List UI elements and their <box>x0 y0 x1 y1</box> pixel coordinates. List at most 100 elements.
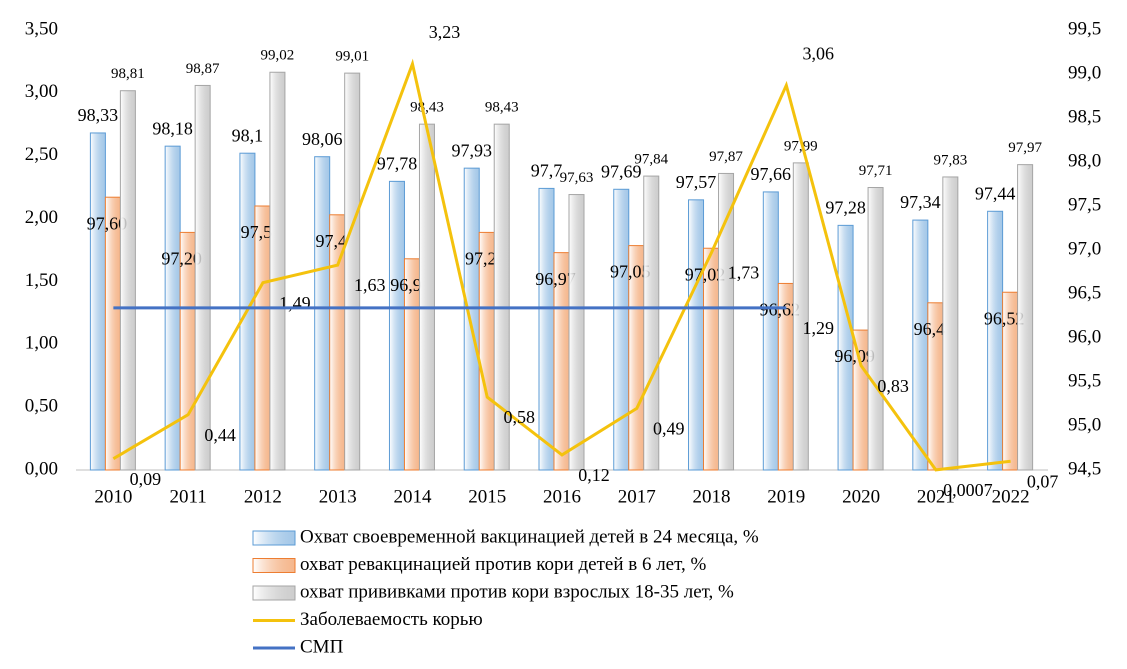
x-tick-label: 2022 <box>992 486 1030 507</box>
data-label: 96,09 <box>834 346 875 366</box>
y2-tick-label: 98,0 <box>1068 150 1101 171</box>
line-label: 1,29 <box>803 318 835 338</box>
y2-tick-label: 97,0 <box>1068 238 1101 259</box>
line-label: 3,23 <box>429 22 461 42</box>
data-label: 97,93 <box>451 140 492 160</box>
data-label: 97,71 <box>859 163 893 179</box>
data-label: 96,52 <box>984 308 1025 328</box>
data-label: 97,97 <box>1008 140 1042 156</box>
bar <box>568 194 585 471</box>
data-label: 97,78 <box>377 153 418 173</box>
bar <box>718 172 735 471</box>
line-label: 0,58 <box>503 407 535 427</box>
bar <box>688 199 705 471</box>
bar <box>314 156 331 471</box>
x-tick-label: 2020 <box>842 486 880 507</box>
data-label: 98,43 <box>485 100 519 116</box>
x-tick-label: 2018 <box>693 486 731 507</box>
line-label: 0,83 <box>877 376 909 396</box>
legend-label: охват ревакцинацией против кори детей в … <box>300 554 706 575</box>
data-label: 97,34 <box>900 192 941 212</box>
y2-tick-label: 98,5 <box>1068 106 1101 127</box>
data-label: 99,01 <box>335 49 369 65</box>
bar <box>1017 164 1034 471</box>
line-label: 1,73 <box>728 263 760 283</box>
legend-swatch <box>252 585 296 601</box>
line-label: 1,63 <box>354 275 386 295</box>
line-label: 0,49 <box>653 419 685 439</box>
data-label: 97,05 <box>610 262 651 282</box>
data-label: 98,33 <box>78 105 119 125</box>
data-label: 97,99 <box>784 138 818 154</box>
y2-tick-label: 97,5 <box>1068 194 1101 215</box>
line-label: 0,0007 <box>943 480 993 500</box>
x-tick-label: 2017 <box>618 486 656 507</box>
bar <box>269 71 286 471</box>
data-label: 98,87 <box>186 61 220 77</box>
data-label: 96,4 <box>914 319 946 339</box>
data-label: 97,44 <box>975 183 1016 203</box>
y-tick-label: 0,00 <box>25 458 58 479</box>
data-label: 97,4 <box>315 231 347 251</box>
bar <box>493 123 510 471</box>
data-label: 98,1 <box>232 125 264 145</box>
data-label: 97,57 <box>676 172 717 192</box>
data-label: 97,7 <box>531 161 563 181</box>
line-label: 3,06 <box>803 43 835 63</box>
y2-tick-label: 96,0 <box>1068 326 1101 347</box>
data-label: 98,18 <box>152 118 193 138</box>
data-label: 98,43 <box>410 100 444 116</box>
data-label: 98,06 <box>302 129 343 149</box>
legend-label: Охват своевременной вакцинацией детей в … <box>300 526 759 547</box>
bar <box>762 191 779 471</box>
bar <box>613 188 630 471</box>
x-tick-label: 2012 <box>244 486 282 507</box>
bar <box>867 187 884 471</box>
data-label: 99,02 <box>261 48 295 64</box>
data-label: 97,2 <box>465 249 497 269</box>
y-tick-label: 1,00 <box>25 333 58 354</box>
y-tick-label: 0,50 <box>25 396 58 417</box>
data-label: 97,28 <box>825 197 866 217</box>
y-tick-label: 1,50 <box>25 270 58 291</box>
line-label: 1,49 <box>279 293 311 313</box>
bar <box>942 176 959 471</box>
bar <box>987 210 1004 471</box>
line-label: 0,07 <box>1027 471 1059 491</box>
legend-label: СМП <box>300 636 344 657</box>
y2-tick-label: 95,0 <box>1068 414 1101 435</box>
data-label: 97,69 <box>601 161 642 181</box>
y2-tick-label: 96,5 <box>1068 282 1101 303</box>
data-label: 96,97 <box>535 269 576 289</box>
data-label: 97,66 <box>751 164 792 184</box>
y-tick-label: 2,00 <box>25 207 58 228</box>
data-label: 97,20 <box>161 249 202 269</box>
bar <box>119 90 136 471</box>
y-tick-label: 3,00 <box>25 81 58 102</box>
bar <box>538 187 555 471</box>
bar <box>792 162 809 471</box>
bar <box>463 167 480 471</box>
bar <box>912 219 929 471</box>
bar <box>254 205 271 471</box>
x-tick-label: 2014 <box>393 486 432 507</box>
y2-tick-label: 94,5 <box>1068 458 1101 479</box>
x-tick-label: 2019 <box>767 486 805 507</box>
y-tick-label: 2,50 <box>25 144 58 165</box>
x-tick-label: 2011 <box>170 486 207 507</box>
line-label: 0,12 <box>578 465 610 485</box>
bar <box>418 123 435 471</box>
y2-tick-label: 99,5 <box>1068 18 1101 39</box>
data-label: 97,84 <box>634 152 668 168</box>
y2-tick-label: 95,5 <box>1068 370 1101 391</box>
bar <box>194 84 211 471</box>
line <box>112 58 1011 472</box>
data-label: 98,81 <box>111 66 145 82</box>
bar <box>388 180 405 471</box>
data-label: 97,63 <box>560 170 594 186</box>
data-label: 97,83 <box>933 152 967 168</box>
line-label: 0,44 <box>204 425 236 445</box>
data-label: 97,5 <box>241 222 273 242</box>
x-tick-label: 2016 <box>543 486 581 507</box>
